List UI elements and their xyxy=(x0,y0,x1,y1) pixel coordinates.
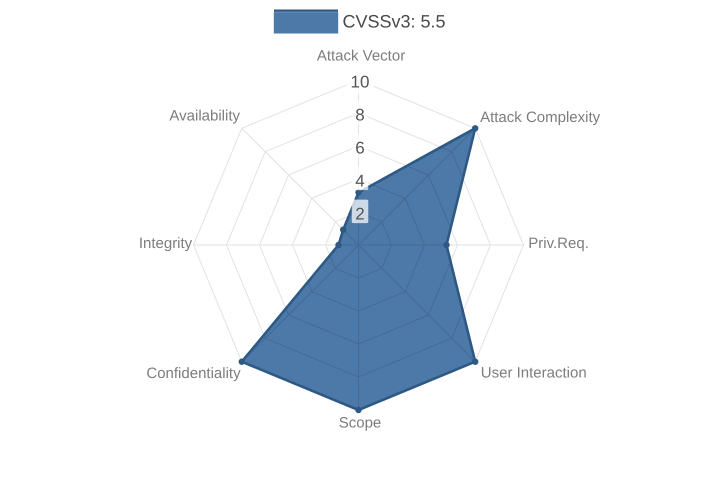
svg-text:10: 10 xyxy=(351,73,370,92)
svg-text:Attack Vector: Attack Vector xyxy=(317,47,405,64)
svg-text:User Interaction: User Interaction xyxy=(481,365,587,382)
svg-text:2: 2 xyxy=(355,205,364,224)
svg-text:8: 8 xyxy=(355,106,364,125)
svg-text:Availability: Availability xyxy=(169,107,240,124)
svg-text:4: 4 xyxy=(355,172,364,191)
svg-text:Priv.Req.: Priv.Req. xyxy=(528,235,589,252)
svg-text:6: 6 xyxy=(355,139,364,158)
svg-text:Integrity: Integrity xyxy=(139,235,193,252)
svg-text:Confidentiality: Confidentiality xyxy=(146,365,241,382)
svg-text:CVSSv3: 5.5: CVSSv3: 5.5 xyxy=(343,12,446,32)
svg-text:Attack Complexity: Attack Complexity xyxy=(480,109,601,126)
svg-text:Scope: Scope xyxy=(339,415,382,432)
